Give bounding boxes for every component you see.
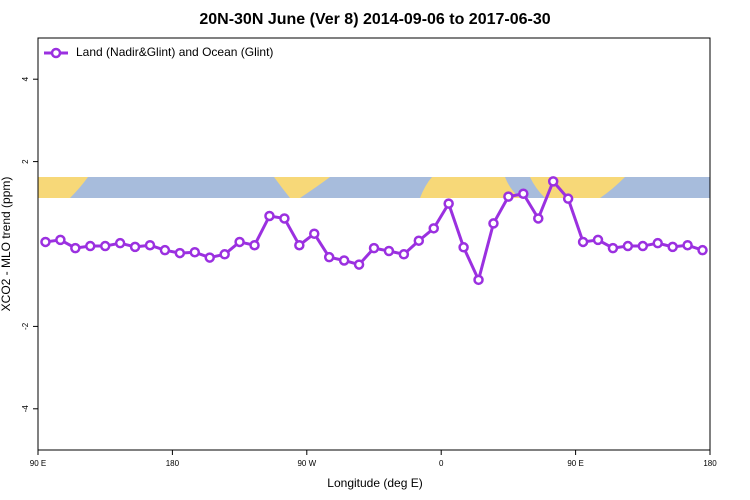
data-point: [607, 242, 619, 254]
map-strip: [38, 177, 710, 198]
data-point: [338, 255, 350, 266]
y-tick-label: -2: [21, 322, 30, 330]
data-point: [234, 236, 245, 248]
data-point: [219, 249, 230, 260]
y-tick-label: 4: [21, 76, 30, 81]
x-tick-label: 90 E: [567, 459, 583, 468]
data-point: [652, 237, 663, 249]
x-tick-label: 180: [703, 459, 717, 468]
data-point: [294, 239, 305, 251]
x-axis-label: Longitude (deg E): [327, 476, 422, 490]
x-tick-label: 0: [439, 459, 444, 468]
data-point: [592, 234, 604, 246]
x-tick-label: 90 E: [30, 459, 46, 468]
data-point: [264, 210, 275, 222]
data-point: [488, 218, 499, 229]
data-point: [40, 236, 51, 248]
data-point: [383, 245, 395, 257]
data-point: [682, 239, 693, 251]
data-point: [577, 236, 589, 248]
legend-marker: [50, 47, 62, 59]
data-point: [129, 241, 141, 253]
data-point: [547, 176, 559, 187]
data-point: [697, 244, 708, 256]
legend-label: Land (Nadir&Glint) and Ocean (Glint): [76, 45, 273, 59]
data-point: [518, 188, 529, 199]
data-point: [99, 240, 111, 252]
data-point: [174, 247, 186, 259]
data-point: [114, 237, 126, 249]
data-point: [622, 240, 634, 252]
data-point: [353, 259, 365, 270]
data-point: [189, 246, 201, 258]
data-point: [443, 198, 454, 209]
data-point: [204, 252, 215, 263]
data-point: [637, 240, 649, 252]
data-point: [279, 213, 290, 224]
data-point: [458, 242, 469, 253]
data-point: [428, 223, 439, 234]
data-point: [667, 241, 678, 253]
data-point: [249, 239, 260, 251]
plot-frame: [37, 37, 711, 451]
data-point: [533, 213, 544, 224]
data-point: [85, 240, 96, 252]
data-point: [473, 274, 484, 286]
x-tick-label: 180: [166, 459, 180, 468]
data-point: [413, 235, 425, 246]
y-tick-label: -4: [21, 405, 30, 413]
data-point: [368, 242, 380, 254]
data-point: [70, 242, 81, 254]
data-point: [562, 193, 574, 204]
data-point: [309, 228, 320, 239]
chart-title: 20N-30N June (Ver 8) 2014-09-06 to 2017-…: [199, 11, 550, 28]
data-point: [503, 191, 514, 202]
y-axis-label: XCO2 - MLO trend (ppm): [0, 177, 13, 312]
data-point: [159, 244, 171, 256]
data-point: [55, 234, 66, 246]
data-point: [398, 249, 410, 260]
data-point: [323, 251, 335, 263]
data-point: [144, 239, 156, 251]
x-tick-label: 90 W: [297, 459, 316, 468]
y-tick-label: 2: [21, 159, 30, 164]
